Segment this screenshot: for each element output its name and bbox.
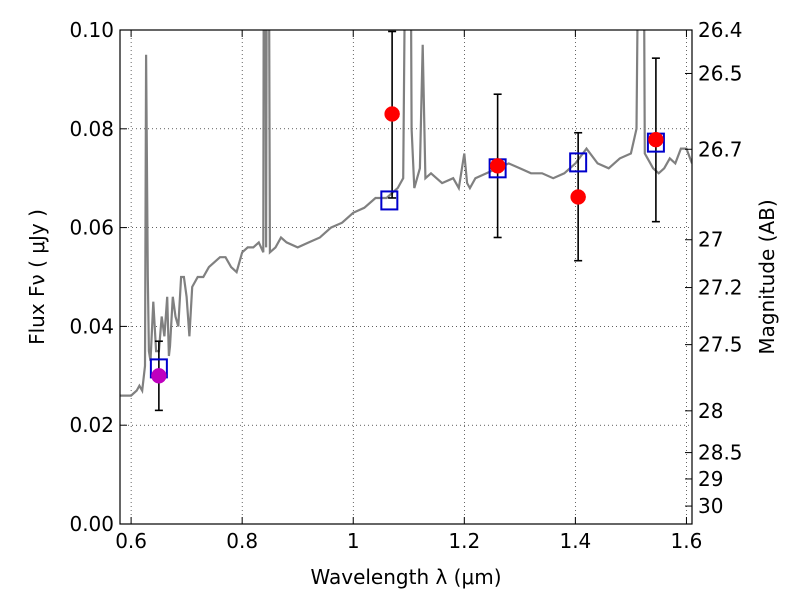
y2-tick-label: 27.5: [698, 333, 743, 357]
plot-background: [120, 30, 692, 524]
y2-tick-label: 28.5: [698, 441, 743, 465]
axis-ticks: [120, 29, 692, 525]
y2-tick-label: 28: [698, 399, 723, 423]
y-tick-label: 0.02: [69, 413, 114, 437]
y2-axis-title: Magnitude (AB): [755, 199, 779, 354]
y-tick-label: 0.04: [69, 314, 114, 338]
y-tick-label: 0.08: [69, 117, 114, 141]
plot-area: [120, 30, 692, 412]
y2-tick-label: 27.2: [698, 276, 743, 300]
y2-tick-label: 26.5: [698, 61, 743, 85]
y2-tick-label: 26.4: [698, 18, 743, 42]
plot-frame: [119, 29, 693, 525]
y2-tick-label: 27: [698, 228, 723, 252]
observed-point: [648, 131, 664, 148]
observed-point: [570, 189, 586, 205]
model-band-square: [380, 190, 399, 211]
model-spectrum-line: [120, 30, 692, 397]
observed-point: [151, 368, 167, 384]
x-tick-label: 1.2: [448, 529, 480, 553]
x-tick-label: 0.8: [226, 529, 258, 553]
x-tick-label: 1.4: [559, 529, 591, 553]
x-tick-label: 1.6: [671, 529, 703, 553]
y2-tick-label: 26.7: [698, 137, 743, 161]
x-tick-label: 1: [347, 529, 360, 553]
observed-points: [151, 106, 664, 384]
y-tick-label: 0.06: [69, 216, 114, 240]
y2-tick-label: 29: [698, 467, 723, 491]
observed-point: [489, 158, 506, 174]
y-axis-title: Flux Fν ( μJy ): [25, 209, 49, 345]
observed-point: [384, 106, 400, 122]
axis-tick-labels: 0.6 0.8 1 1.2 1.4 1.6 0.00 0.02 0.04 0.06 0.08 0.10…: [69, 18, 742, 553]
x-axis-title: Wavelength λ (μm): [310, 565, 501, 589]
model-band-square: [569, 152, 588, 173]
y-tick-label: 0.10: [69, 18, 114, 42]
y2-tick-label: 30: [698, 494, 723, 518]
y-tick-label: 0.00: [69, 512, 114, 536]
x-tick-label: 0.6: [115, 529, 147, 553]
